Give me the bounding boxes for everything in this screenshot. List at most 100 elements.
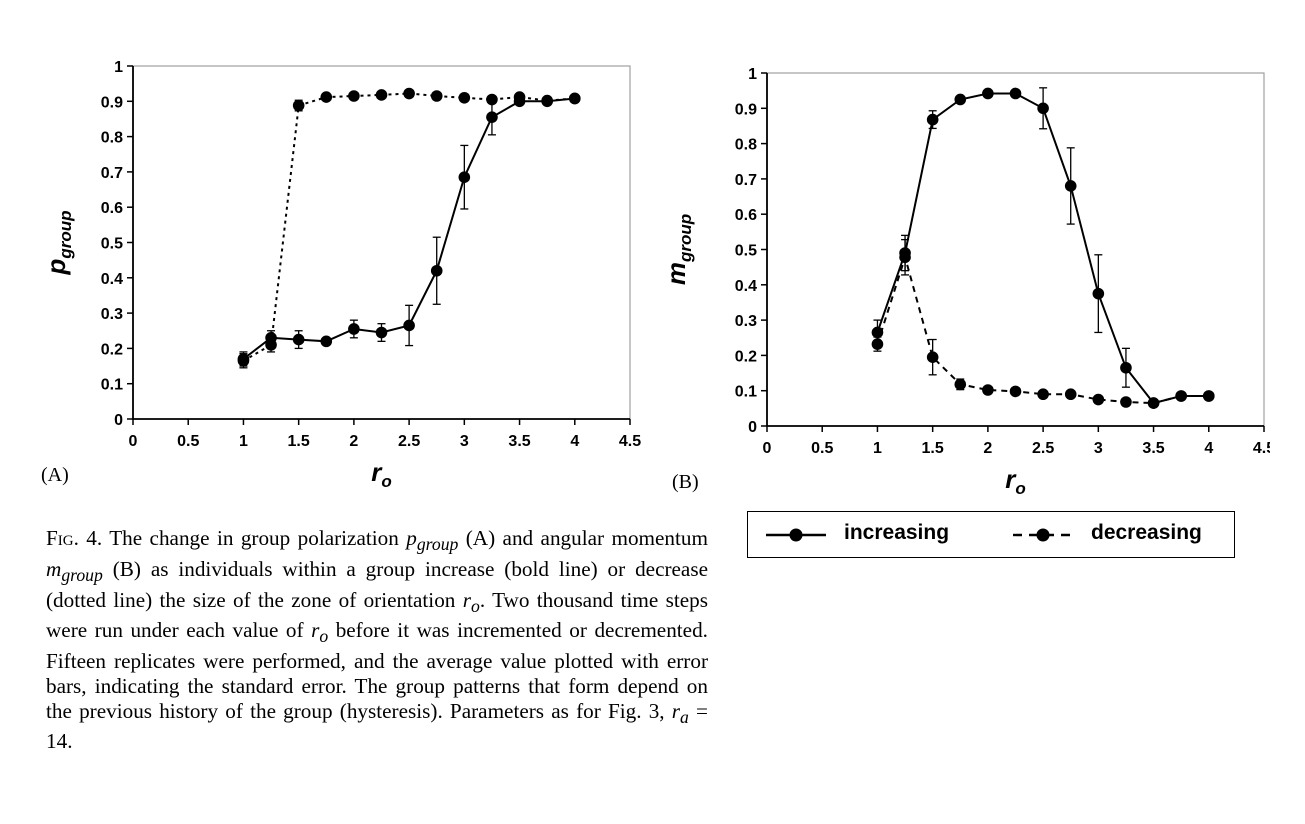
x-tick-label: 2.5 <box>398 433 420 450</box>
data-point-increasing <box>403 319 415 332</box>
caption-text: The change in group polarization <box>102 526 407 550</box>
y-tick-label: 0.7 <box>101 165 123 182</box>
data-point-decreasing <box>513 91 526 103</box>
caption-subscript: group <box>61 565 103 586</box>
legend-decreasing-label: decreasing <box>1091 521 1202 544</box>
x-tick-label: 4.5 <box>619 433 641 450</box>
x-tick-label: 4 <box>570 433 579 450</box>
data-point-decreasing <box>292 99 305 112</box>
x-axis-label: ro <box>1005 464 1026 498</box>
data-point-decreasing <box>1120 396 1132 408</box>
legend-dashed-marker-icon <box>1013 528 1073 542</box>
y-axis-label-subscript: group <box>56 210 75 259</box>
x-tick-label: 2 <box>349 433 358 450</box>
chart-angular-momentum: 0 0.1 0.2 0.3 0.4 0.5 0.6 0.7 0.8 0.9 1 0 0.5 1 1.5 2 2.… <box>665 66 1270 498</box>
data-point-decreasing <box>899 251 911 264</box>
caption-text: (A) and angular momentum <box>458 526 708 550</box>
data-point-decreasing <box>568 92 581 105</box>
caption-subscript: o <box>319 626 329 647</box>
data-point-decreasing <box>1147 397 1160 409</box>
y-tick-label: 0.2 <box>735 348 757 365</box>
y-tick-label: 0.8 <box>735 137 757 154</box>
x-tick-label: 4.5 <box>1253 440 1270 457</box>
y-tick-label: 0.5 <box>735 243 757 260</box>
data-point-decreasing <box>486 93 498 106</box>
data-point-decreasing <box>926 351 939 363</box>
caption-subscript: group <box>416 534 459 555</box>
data-point-decreasing <box>871 338 884 350</box>
panel-b-label: (B) <box>672 471 699 493</box>
data-point-increasing <box>458 171 471 183</box>
y-tick-label: 0.7 <box>735 172 757 189</box>
caption-text: (B) as individuals within a group increa… <box>46 556 708 612</box>
x-tick-label: 0 <box>763 440 772 457</box>
data-point-increasing <box>1009 87 1022 100</box>
y-tick-label: 0.9 <box>101 94 123 111</box>
x-tick-label: 1.5 <box>922 440 944 457</box>
y-tick-label: 0.1 <box>735 384 757 401</box>
plot-area <box>132 65 631 420</box>
x-tick-label: 3.5 <box>508 433 530 450</box>
y-tick-label: 0.5 <box>101 236 123 253</box>
x-tick-label: 3 <box>1094 440 1103 457</box>
data-point-decreasing <box>1064 388 1077 401</box>
y-tick-label: 0.9 <box>735 101 757 118</box>
data-point-decreasing <box>430 90 443 102</box>
y-tick-label: 0.8 <box>101 130 123 147</box>
data-point-increasing <box>1092 287 1105 300</box>
data-point-increasing <box>1120 361 1132 374</box>
caption-text: . Two thousand time steps were run under… <box>46 587 708 643</box>
y-tick-label: 0 <box>748 419 757 436</box>
caption-symbol: r <box>462 587 471 612</box>
y-tick-label: 0.2 <box>101 341 123 358</box>
x-tick-label: 1.5 <box>288 433 310 450</box>
caption-subscript: o <box>470 595 480 616</box>
caption-figure-number: Fig. 4. <box>46 526 103 550</box>
data-point-increasing <box>871 326 884 339</box>
data-point-decreasing <box>1175 390 1187 402</box>
data-point-decreasing <box>982 384 994 396</box>
legend: increasing decreasing <box>747 511 1235 558</box>
chart-polarization: 0 0.1 0.2 0.3 0.4 0.5 0.6 0.7 0.8 0.9 1 0 0.5 1 1.5 2 2.… <box>41 59 641 491</box>
legend-increasing-label: increasing <box>844 521 950 544</box>
data-point-decreasing <box>375 89 388 101</box>
y-tick-label: 1 <box>114 59 123 76</box>
y-axis-label: mgroup <box>665 214 695 285</box>
data-point-decreasing <box>403 87 415 100</box>
y-axis-label-subscript: group <box>676 214 695 263</box>
y-tick-label: 0.4 <box>735 278 757 295</box>
x-tick-label: 2 <box>983 440 992 457</box>
data-point-decreasing <box>320 91 333 103</box>
data-point-increasing <box>926 113 939 126</box>
x-tick-label: 0.5 <box>811 440 833 457</box>
data-point-decreasing <box>541 94 553 107</box>
data-point-increasing <box>1037 102 1049 115</box>
x-tick-label: 1 <box>239 433 248 450</box>
data-point-increasing <box>320 335 333 348</box>
caption-text: = 14. <box>46 698 708 754</box>
y-tick-label: 0.6 <box>101 200 123 217</box>
y-axis-label: pgroup <box>41 210 75 275</box>
y-tick-label: 0.4 <box>101 271 123 288</box>
data-point-increasing <box>430 264 443 277</box>
data-point-increasing <box>486 111 498 123</box>
x-axis-label-subscript: o <box>1015 479 1025 498</box>
caption-symbol: m <box>46 556 62 581</box>
data-point-decreasing <box>265 339 277 351</box>
data-point-decreasing <box>1037 388 1049 401</box>
y-tick-label: 0.6 <box>735 207 757 224</box>
y-tick-label: 0.3 <box>101 306 123 323</box>
y-tick-label: 0.3 <box>735 313 757 330</box>
caption-symbol: p <box>406 526 417 550</box>
caption-symbol: r <box>671 698 681 723</box>
x-tick-label: 2.5 <box>1032 440 1054 457</box>
data-point-increasing <box>348 323 360 335</box>
caption-symbol: r <box>311 618 320 643</box>
data-point-decreasing <box>954 378 967 391</box>
data-point-decreasing <box>1009 385 1022 398</box>
data-point-increasing <box>982 87 994 100</box>
caption-text: before it was incremented or decremented… <box>46 618 708 723</box>
x-tick-label: 3.5 <box>1142 440 1164 457</box>
x-tick-label: 0.5 <box>177 433 199 450</box>
x-tick-label: 1 <box>873 440 882 457</box>
